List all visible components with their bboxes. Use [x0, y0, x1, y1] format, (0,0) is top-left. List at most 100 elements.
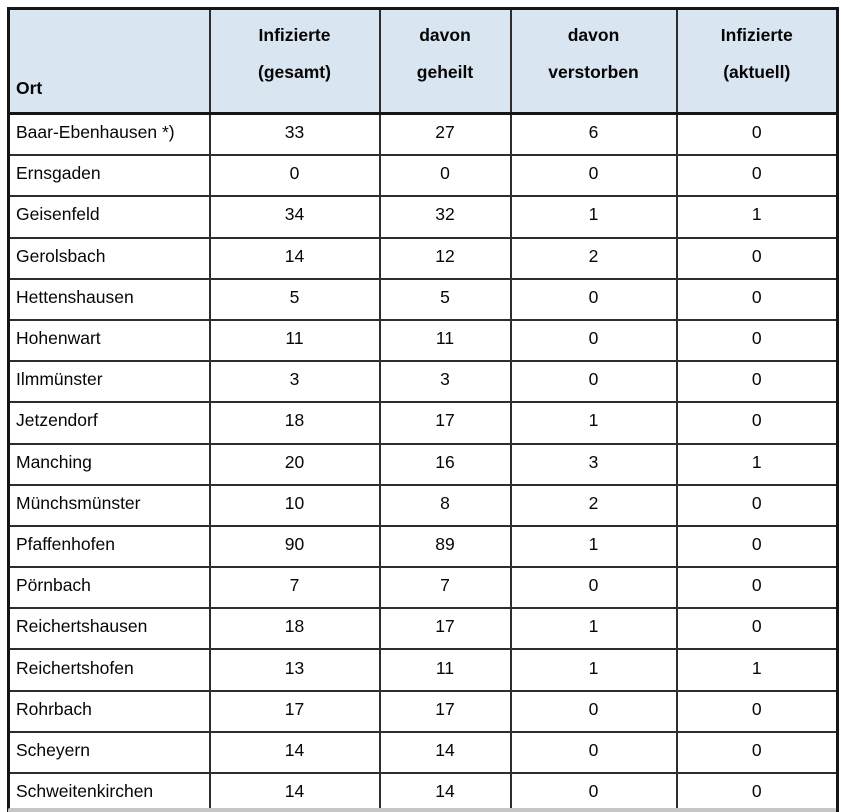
cell-ort: Pörnbach [7, 566, 211, 610]
cell-ort: Schweitenkirchen [7, 771, 211, 812]
header-line: (aktuell) [723, 62, 791, 82]
cell-davon-geheilt: 17 [378, 607, 512, 651]
cell-davon-verstorben: 0 [509, 277, 678, 321]
cell-infizierte-aktuell: 0 [675, 607, 839, 651]
cell-infizierte-aktuell: 0 [675, 318, 839, 363]
cell-davon-geheilt: 12 [378, 236, 512, 280]
table-row: Ilmmünster 3 3 0 0 [7, 360, 839, 404]
cell-infizierte-aktuell: 0 [675, 483, 839, 527]
cell-infizierte-gesamt: 14 [208, 771, 381, 812]
cell-davon-verstorben: 2 [509, 483, 678, 527]
cell-davon-geheilt: 17 [378, 689, 512, 733]
cell-davon-geheilt: 5 [378, 277, 512, 321]
table-row: Ernsgaden 0 0 0 0 [7, 154, 839, 198]
table-row: Reichertshofen 13 11 1 1 [7, 648, 839, 692]
cell-davon-geheilt: 14 [378, 771, 512, 812]
cell-davon-verstorben: 1 [509, 524, 678, 569]
cell-ort: Manching [7, 442, 211, 486]
cell-davon-geheilt: 27 [378, 112, 512, 157]
header-line: geheilt [416, 62, 474, 82]
cell-infizierte-gesamt: 90 [208, 524, 381, 569]
header-infizierte-gesamt: Infizierte (gesamt) [208, 7, 381, 115]
cell-infizierte-gesamt: 3 [208, 360, 381, 404]
header-davon-geheilt: davon geheilt [378, 7, 512, 115]
cell-ort: Jetzendorf [7, 401, 211, 445]
covid-stats-table: Ort Infizierte (gesamt) davon geheilt da… [7, 7, 839, 812]
cell-davon-geheilt: 3 [378, 360, 512, 404]
cell-infizierte-gesamt: 18 [208, 607, 381, 651]
cell-infizierte-gesamt: 10 [208, 483, 381, 527]
cell-ort: Hohenwart [7, 318, 211, 363]
table-row: Manching 20 16 3 1 [7, 442, 839, 486]
cell-davon-geheilt: 7 [378, 566, 512, 610]
header-line: Infizierte [720, 25, 793, 45]
cell-davon-verstorben: 0 [509, 689, 678, 733]
cell-davon-verstorben: 0 [509, 154, 678, 198]
cell-infizierte-aktuell: 0 [675, 360, 839, 404]
cell-ort: Ernsgaden [7, 154, 211, 198]
header-infizierte-aktuell: Infizierte (aktuell) [675, 7, 839, 115]
table-row: Rohrbach 17 17 0 0 [7, 689, 839, 733]
cell-infizierte-aktuell: 0 [675, 524, 839, 569]
cell-davon-geheilt: 89 [378, 524, 512, 569]
cell-infizierte-gesamt: 11 [208, 318, 381, 363]
cell-davon-verstorben: 0 [509, 730, 678, 775]
table-row: Jetzendorf 18 17 1 0 [7, 401, 839, 445]
cell-ort: Scheyern [7, 730, 211, 775]
cell-infizierte-gesamt: 13 [208, 648, 381, 692]
table-row: Pörnbach 7 7 0 0 [7, 566, 839, 610]
header-line: verstorben [548, 62, 639, 82]
cell-infizierte-gesamt: 14 [208, 236, 381, 280]
cell-davon-geheilt: 11 [378, 318, 512, 363]
cell-infizierte-gesamt: 17 [208, 689, 381, 733]
cell-infizierte-aktuell: 0 [675, 771, 839, 812]
cell-davon-geheilt: 16 [378, 442, 512, 486]
cell-infizierte-gesamt: 14 [208, 730, 381, 775]
header-line: (gesamt) [258, 62, 331, 82]
table-row: Hohenwart 11 11 0 0 [7, 318, 839, 363]
cell-ort: Geisenfeld [7, 195, 211, 239]
cell-ort: Reichertshofen [7, 648, 211, 692]
cell-davon-verstorben: 1 [509, 195, 678, 239]
table-row: Schweitenkirchen 14 14 0 0 [7, 771, 839, 812]
cell-infizierte-aktuell: 0 [675, 401, 839, 445]
cell-infizierte-gesamt: 33 [208, 112, 381, 157]
page-edge-shadow [8, 808, 836, 812]
header-davon-verstorben: davon verstorben [509, 7, 678, 115]
cell-davon-verstorben: 0 [509, 566, 678, 610]
table-row: Hettenshausen 5 5 0 0 [7, 277, 839, 321]
cell-infizierte-gesamt: 7 [208, 566, 381, 610]
cell-ort: Gerolsbach [7, 236, 211, 280]
table-row: Baar-Ebenhausen *) 33 27 6 0 [7, 112, 839, 157]
cell-davon-geheilt: 14 [378, 730, 512, 775]
cell-davon-verstorben: 2 [509, 236, 678, 280]
cell-davon-geheilt: 0 [378, 154, 512, 198]
cell-davon-geheilt: 32 [378, 195, 512, 239]
table-row: Münchsmünster 10 8 2 0 [7, 483, 839, 527]
cell-ort: Baar-Ebenhausen *) [7, 112, 211, 157]
header-ort: Ort [7, 7, 211, 115]
cell-infizierte-aktuell: 0 [675, 154, 839, 198]
table-row: Geisenfeld 34 32 1 1 [7, 195, 839, 239]
cell-infizierte-aktuell: 1 [675, 648, 839, 692]
cell-infizierte-gesamt: 5 [208, 277, 381, 321]
cell-infizierte-gesamt: 20 [208, 442, 381, 486]
header-row: Ort Infizierte (gesamt) davon geheilt da… [7, 7, 839, 115]
cell-infizierte-gesamt: 0 [208, 154, 381, 198]
table-row: Gerolsbach 14 12 2 0 [7, 236, 839, 280]
cell-infizierte-gesamt: 18 [208, 401, 381, 445]
cell-davon-verstorben: 0 [509, 360, 678, 404]
header-line: davon [567, 25, 620, 45]
cell-infizierte-aktuell: 0 [675, 277, 839, 321]
cell-davon-verstorben: 1 [509, 648, 678, 692]
cell-infizierte-aktuell: 0 [675, 112, 839, 157]
table-row: Reichertshausen 18 17 1 0 [7, 607, 839, 651]
cell-davon-verstorben: 1 [509, 607, 678, 651]
cell-infizierte-aktuell: 1 [675, 442, 839, 486]
header-line: Infizierte [258, 25, 331, 45]
cell-ort: Pfaffenhofen [7, 524, 211, 569]
cell-infizierte-aktuell: 1 [675, 195, 839, 239]
cell-infizierte-aktuell: 0 [675, 689, 839, 733]
cell-infizierte-aktuell: 0 [675, 566, 839, 610]
